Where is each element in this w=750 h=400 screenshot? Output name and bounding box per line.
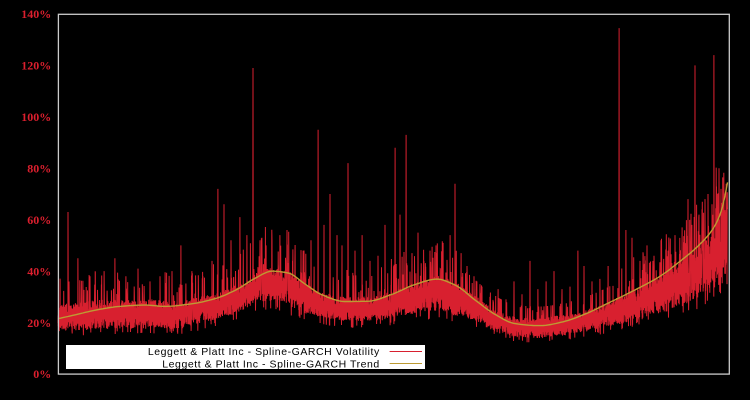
svg-text:140%: 140% [21,7,51,21]
svg-text:Leggett & Platt Inc - Spline-G: Leggett & Platt Inc - Spline-GARCH Volat… [148,346,380,358]
svg-text:120%: 120% [21,59,51,73]
svg-text:80%: 80% [27,162,51,176]
svg-text:Leggett & Platt Inc - Spline-G: Leggett & Platt Inc - Spline-GARCH Trend [162,359,380,371]
svg-text:60%: 60% [27,213,51,227]
svg-text:0%: 0% [33,367,51,381]
svg-text:20%: 20% [27,316,51,330]
svg-text:40%: 40% [27,264,51,278]
svg-text:100%: 100% [21,110,51,124]
